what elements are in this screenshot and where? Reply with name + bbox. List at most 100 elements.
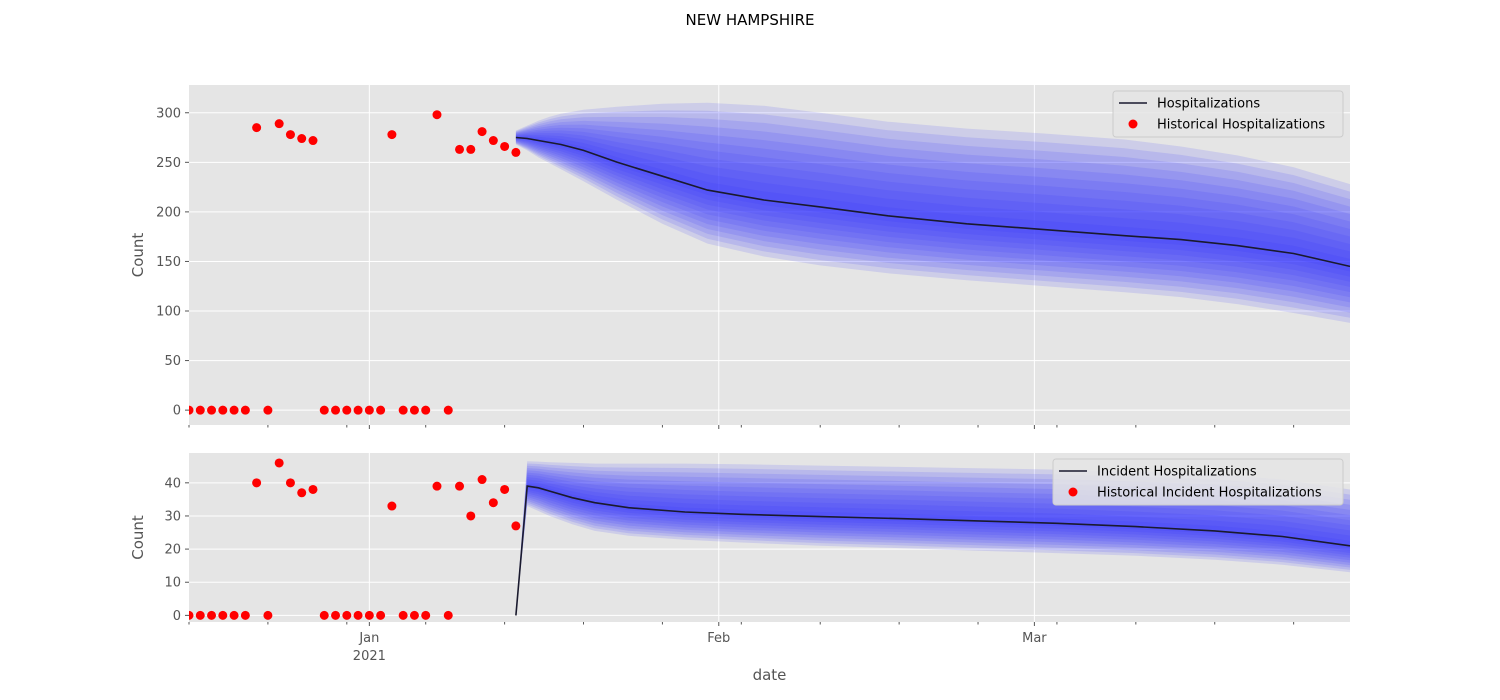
data-point [353,405,363,415]
data-point [500,484,510,494]
data-point [466,511,476,521]
legend-entry: Historical Hospitalizations [1157,118,1325,133]
forecast-band [515,477,1350,616]
data-point [409,610,419,620]
data-point [477,475,487,485]
data-point [353,610,363,620]
data-point [387,501,397,511]
legend: Hospitalizations Historical Hospitalizati… [1112,90,1344,138]
y-tick-label: 10 [164,576,181,591]
series-layer [189,102,1350,415]
data-point [274,458,284,468]
data-point [285,478,295,488]
data-point [342,405,352,415]
hospitalizations-panel: 050100150200250300CountHospitalizationsH… [129,85,1350,429]
data-point [195,610,205,620]
data-point [229,610,239,620]
data-point [511,147,521,157]
y-tick-label: 50 [164,354,181,369]
legend-frame [1052,458,1344,506]
forecast-band [515,474,1350,616]
y-tick-label: 0 [173,404,181,419]
data-point [409,405,419,415]
data-point [189,405,194,415]
legend-entry: Incident Hospitalizations [1097,465,1257,480]
data-point [308,484,318,494]
legend-entry: Hospitalizations [1157,97,1260,112]
y-tick-label: 300 [156,106,181,121]
data-point [421,610,431,620]
data-point [263,405,273,415]
plot-area [189,85,1350,425]
data-point [319,610,329,620]
figure-title: NEW HAMPSHIRE [685,11,815,29]
data-point [195,405,205,415]
x-axis-label: date [753,666,787,684]
y-tick-label: 30 [164,509,181,524]
legend-marker-swatch [1068,487,1078,497]
x-tick-label: Jan [358,631,379,646]
data-point [218,610,228,620]
series-line [515,136,1350,268]
data-point [319,405,329,415]
forecast-band [515,120,1350,308]
forecast-band [515,136,1350,277]
data-point [477,127,487,137]
y-axis-label: Count [129,233,147,278]
series-line [515,485,1350,616]
data-point [455,481,465,491]
forecast-band [515,127,1350,298]
forecast-band [515,136,1350,272]
forecast-band [515,110,1350,318]
incident-hospitalizations-panel: 0 10 20 30 40 Count Incident Hospitalizations H… [129,453,1350,684]
data-point [252,123,262,133]
y-tick-label: 200 [156,205,181,220]
data-point [364,405,374,415]
data-point [297,488,307,498]
data-point [342,610,352,620]
y-tick-label: 250 [156,156,181,171]
data-point [240,610,250,620]
data-point [285,130,295,140]
data-point [207,610,217,620]
data-point [443,405,453,415]
forecast-band [515,116,1350,313]
data-point [229,405,239,415]
data-point [387,130,397,140]
legend: Incident Hospitalizations Historical Inci… [1052,458,1344,506]
data-point [432,110,442,120]
data-point [500,141,510,151]
legend-marker-swatch [1128,119,1138,129]
data-point [488,136,498,146]
y-tick-label: 0 [173,609,181,624]
data-point [207,405,217,415]
data-point [308,136,318,146]
data-point [466,144,476,154]
y-tick-label: 20 [164,543,181,558]
data-point [511,521,521,531]
data-point [297,134,307,144]
x-tick-label: Feb [707,631,730,646]
data-point [331,405,341,415]
forecast-band [515,470,1350,616]
legend-entry: Historical Incident Hospitalizations [1097,486,1322,501]
forecast-band [515,133,1350,287]
data-point [376,610,386,620]
y-tick-label: 100 [156,305,181,320]
data-point [331,610,341,620]
data-point [263,610,273,620]
data-point [189,610,194,620]
data-point [398,610,408,620]
data-point [218,405,228,415]
x-tick-label: Mar [1022,631,1047,646]
forecast-band [515,102,1350,323]
forecast-band [515,472,1350,616]
data-point [252,478,262,488]
data-point [364,610,374,620]
data-point [443,610,453,620]
data-point [240,405,250,415]
data-point [274,119,284,129]
x-tick-year-label: 2021 [353,649,386,664]
forecast-band [515,130,1350,293]
